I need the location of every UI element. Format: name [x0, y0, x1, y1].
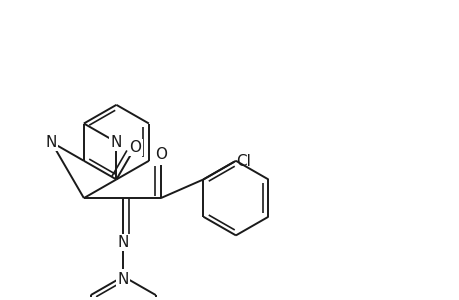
- Text: N: N: [118, 272, 129, 287]
- Text: O: O: [129, 140, 141, 155]
- Text: N: N: [45, 135, 57, 150]
- Text: O: O: [155, 147, 167, 162]
- Text: N: N: [111, 135, 122, 150]
- Text: N: N: [118, 235, 129, 250]
- Text: Cl: Cl: [236, 154, 251, 169]
